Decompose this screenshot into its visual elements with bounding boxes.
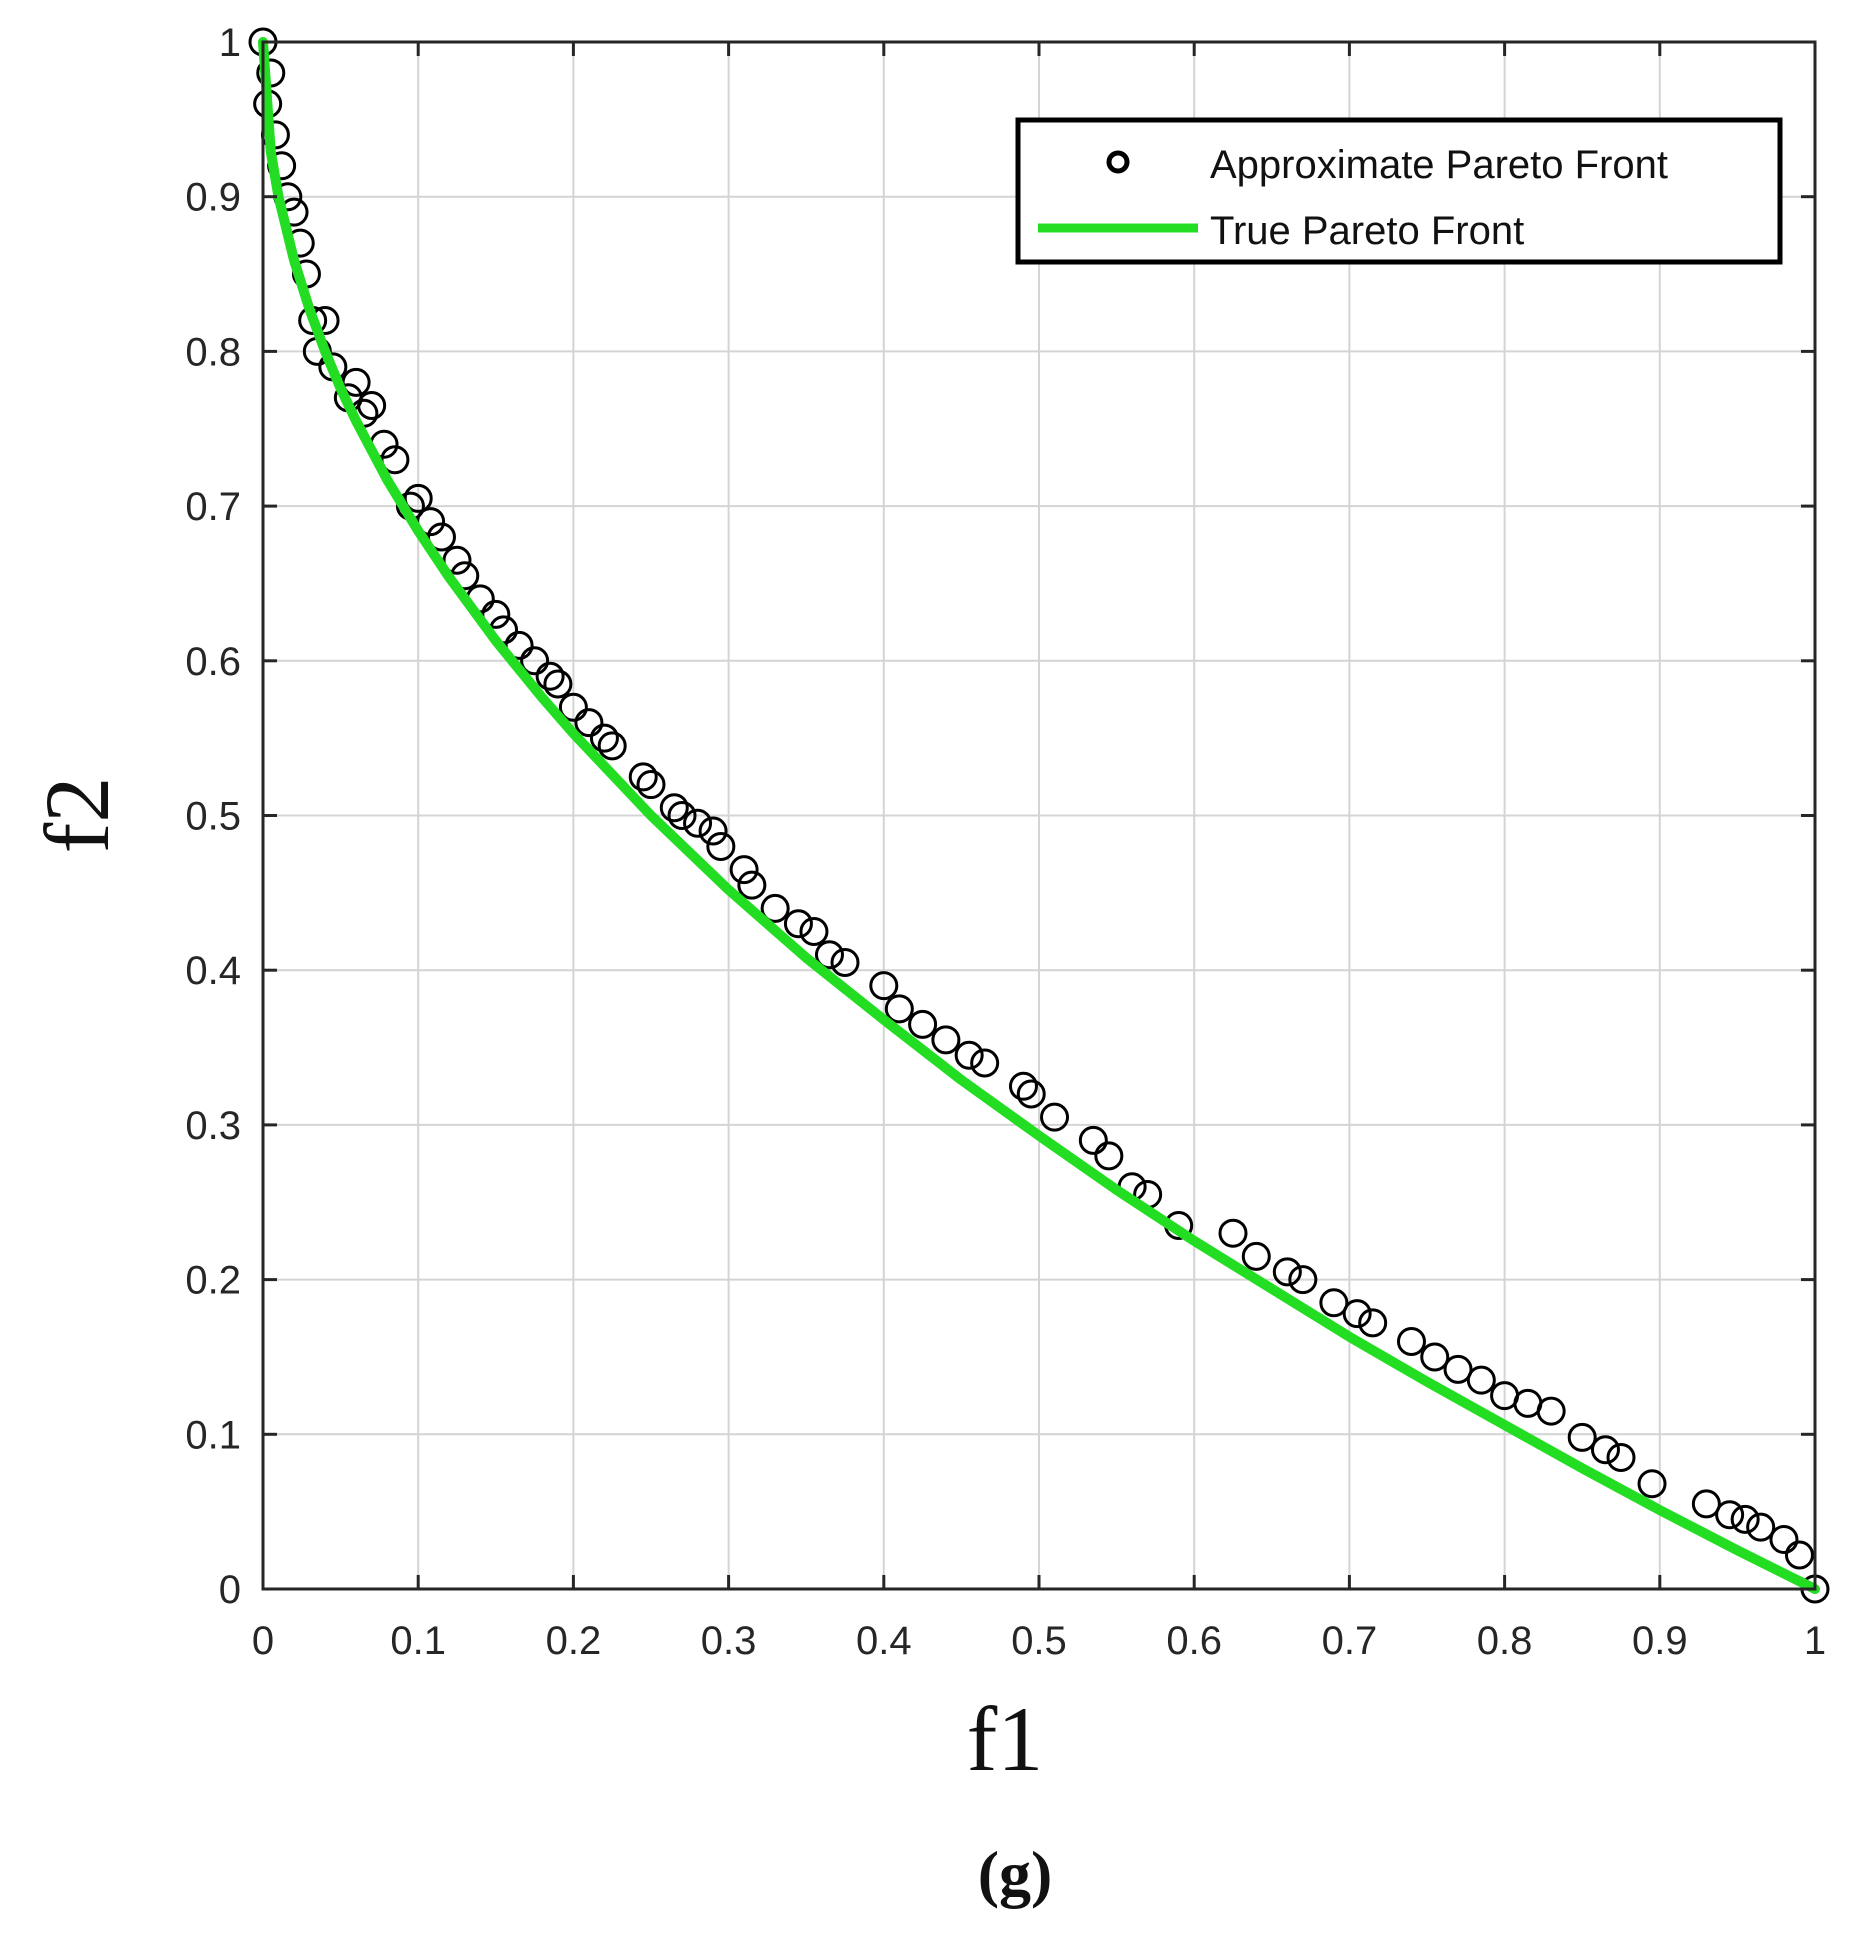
x-tick-label: 1 [1804,1619,1826,1663]
true-pareto-front-line [258,37,1820,1594]
approximate-pareto-point [636,770,666,800]
legend-label-approximate: Approximate Pareto Front [1210,143,1668,187]
y-axis-title: f2 [26,777,128,854]
approximate-pareto-point [1536,1396,1566,1426]
approximate-pareto-point [504,630,534,660]
approximate-pareto-point [558,692,588,722]
approximate-pareto-point [659,793,689,823]
approximate-pareto-point [706,831,736,861]
approximate-pareto-point [1241,1241,1271,1271]
approximate-pareto-point [729,855,759,885]
approximate-pareto-point [481,599,511,629]
approximate-pareto-point [1567,1422,1597,1452]
legend-box [1015,117,1783,265]
y-tick-label: 0.1 [185,1413,241,1457]
approximate-pareto-point [1730,1504,1760,1534]
x-tick-label: 0 [252,1619,274,1663]
approximate-pareto-point [884,994,914,1024]
y-tick-label: 0 [219,1568,241,1612]
legend-label-true: True Pareto Front [1210,209,1524,253]
approximate-pareto-point [1466,1365,1496,1395]
approximate-pareto-point [1016,1079,1046,1109]
x-tick-label: 0.3 [701,1619,757,1663]
approximate-pareto-point [574,708,604,738]
approximate-pareto-point [1784,1540,1814,1570]
approximate-pareto-point [1637,1469,1667,1499]
approximate-pareto-point [830,947,860,977]
approximate-pareto-point [783,909,813,939]
approximate-pareto-point [1769,1524,1799,1554]
approximate-pareto-point [799,917,829,947]
approximate-pareto-point [1272,1257,1302,1287]
legend: Approximate Pareto Front True Pareto Fro… [1015,117,1783,265]
approximate-pareto-point [1590,1435,1620,1465]
y-tick-label: 1 [219,21,241,65]
approximate-pareto-point [1715,1500,1745,1530]
approximate-pareto-point [814,940,844,970]
approximate-pareto-point [1078,1125,1108,1155]
panel-label: (g) [978,1838,1053,1909]
x-tick-label: 0.2 [546,1619,602,1663]
approximate-pareto-point [683,808,713,838]
approximate-pareto-point [737,870,767,900]
approximate-pareto-point [1008,1071,1038,1101]
x-tick-label: 0.9 [1632,1619,1688,1663]
approximate-pareto-point [1606,1443,1636,1473]
approximate-pareto-point [1094,1141,1124,1171]
approximate-pareto-point [1319,1288,1349,1318]
x-tick-label: 0.1 [390,1619,446,1663]
approximate-pareto-point [1691,1489,1721,1519]
approximate-pareto-point [589,723,619,753]
x-tick-label: 0.7 [1322,1619,1378,1663]
approximate-pareto-point [1746,1512,1776,1542]
approximate-pareto-point [426,522,456,552]
approximate-pareto-point [535,661,565,691]
approximate-pareto-point [1443,1354,1473,1384]
y-tick-label: 0.8 [185,330,241,374]
x-axis-title: f1 [967,1688,1044,1790]
y-tick-label: 0.5 [185,795,241,839]
approximate-pareto-point [760,893,790,923]
approximate-pareto-point [403,483,433,513]
approximate-pareto-point [357,391,387,421]
x-tick-label: 0.6 [1166,1619,1222,1663]
x-tick-label: 0.5 [1011,1619,1067,1663]
approximate-pareto-point [931,1025,961,1055]
approximate-pareto-point [442,545,472,575]
approximate-pareto-point [1358,1308,1388,1338]
approximate-pareto-point [1396,1326,1426,1356]
approximate-pareto-point [543,669,573,699]
y-tick-label: 0.4 [185,949,241,993]
axis-ticks: 0 0.1 0.2 0.3 0.4 0.5 0.6 0.7 0.8 0.9 1 0 0.1 0.2 0.3 0… [185,21,1826,1663]
approximate-pareto-point [1218,1218,1248,1248]
y-tick-label: 0.2 [185,1259,241,1303]
legend-marker-approximate [1106,150,1130,174]
x-tick-label: 0.4 [856,1619,912,1663]
approximate-pareto-point [1288,1265,1318,1295]
approximate-pareto-point [628,762,658,792]
approximate-pareto-point [908,1009,938,1039]
y-tick-label: 0.7 [185,485,241,529]
approximate-pareto-point [1040,1102,1070,1132]
y-tick-label: 0.3 [185,1104,241,1148]
y-tick-label: 0.6 [185,640,241,684]
approximate-pareto-point [1420,1342,1450,1372]
x-tick-label: 0.8 [1477,1619,1533,1663]
approximate-pareto-point [1342,1299,1372,1329]
plot-area [248,27,1830,1604]
approximate-pareto-point [698,816,728,846]
approximate-pareto-point [954,1040,984,1070]
approximate-pareto-point [869,971,899,1001]
approximate-pareto-point [597,731,627,761]
approximate-pareto-point [970,1048,1000,1078]
approximate-pareto-point [667,801,697,830]
approximate-pareto-point [520,646,550,676]
y-tick-label: 0.9 [185,176,241,220]
